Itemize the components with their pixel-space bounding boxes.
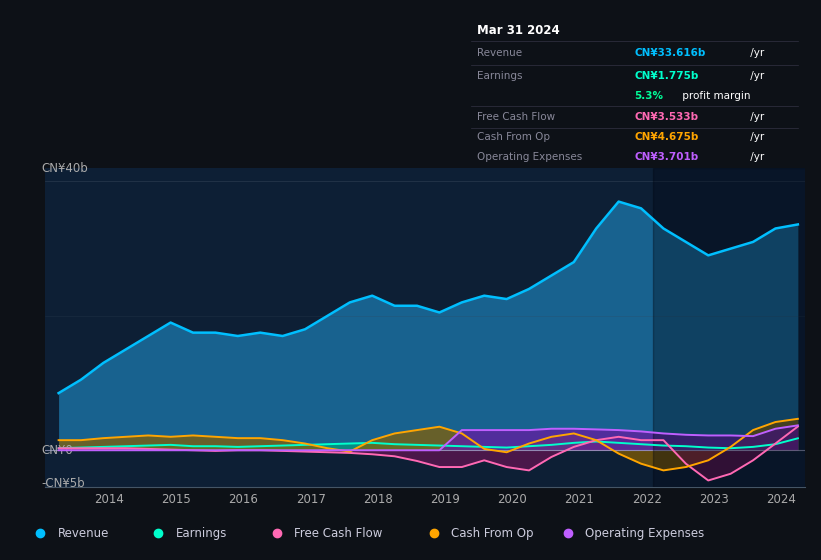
Text: CN¥3.533b: CN¥3.533b [635,111,699,122]
Text: CN¥33.616b: CN¥33.616b [635,48,705,58]
Text: /yr: /yr [746,48,764,58]
Text: Mar 31 2024: Mar 31 2024 [478,24,560,37]
Text: CN¥0: CN¥0 [41,444,73,457]
Text: Earnings: Earnings [176,527,227,540]
Text: CN¥1.775b: CN¥1.775b [635,72,699,82]
Text: Free Cash Flow: Free Cash Flow [294,527,383,540]
Text: profit margin: profit margin [678,91,750,101]
Bar [654,168,811,487]
Text: Operating Expenses: Operating Expenses [585,527,704,540]
Text: CN¥3.701b: CN¥3.701b [635,152,699,162]
Text: 5.3%: 5.3% [635,91,663,101]
Text: /yr: /yr [746,132,764,142]
Text: /yr: /yr [746,152,764,162]
Text: Operating Expenses: Operating Expenses [478,152,583,162]
Text: Revenue: Revenue [57,527,108,540]
Text: Revenue: Revenue [478,48,523,58]
Text: Free Cash Flow: Free Cash Flow [478,111,556,122]
Text: /yr: /yr [746,111,764,122]
Text: Cash From Op: Cash From Op [452,527,534,540]
Text: CN¥4.675b: CN¥4.675b [635,132,699,142]
Text: /yr: /yr [746,72,764,82]
Text: -CN¥5b: -CN¥5b [41,477,85,491]
Text: CN¥40b: CN¥40b [41,162,88,175]
Text: Cash From Op: Cash From Op [478,132,551,142]
Text: Earnings: Earnings [478,72,523,82]
